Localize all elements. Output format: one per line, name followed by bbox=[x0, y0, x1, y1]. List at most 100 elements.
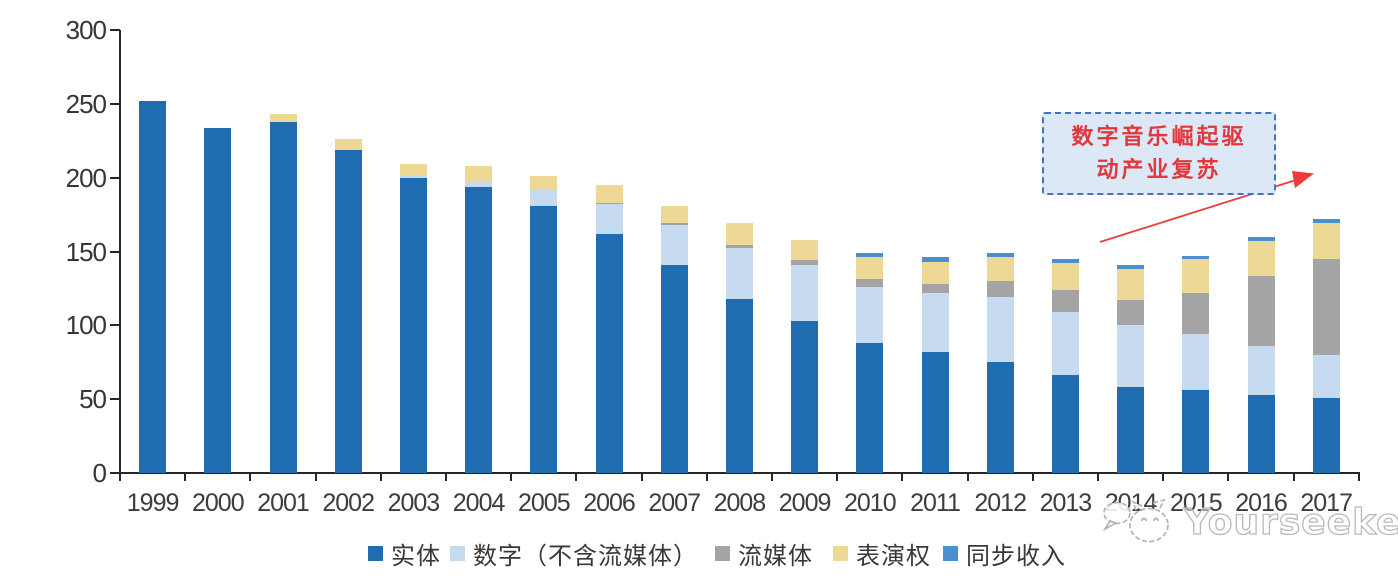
legend: 实体 数字（不含流媒体） 流媒体 表演权 同步收入 bbox=[0, 537, 1398, 573]
y-tick-label-250: 250 bbox=[65, 88, 107, 119]
bar-segment-2015-数字（不含流媒体） bbox=[1182, 334, 1210, 391]
x-tick-mark bbox=[575, 472, 578, 481]
bar-segment-2017-实体 bbox=[1312, 397, 1340, 473]
bar-segment-2017-流媒体 bbox=[1312, 258, 1340, 355]
bar-segment-2015-实体 bbox=[1182, 390, 1210, 473]
bar-segment-2010-数字（不含流媒体） bbox=[856, 286, 884, 343]
bar-segment-2011-数字（不含流媒体） bbox=[921, 292, 949, 352]
bar-segment-2013-流媒体 bbox=[1051, 289, 1079, 312]
bar-segment-1999-实体 bbox=[139, 100, 167, 473]
x-tick-label-2016: 2016 bbox=[1235, 489, 1288, 517]
bar-segment-2013-表演权 bbox=[1051, 263, 1079, 290]
bar-segment-2004-实体 bbox=[465, 186, 493, 473]
legend-swatch-icon bbox=[368, 545, 383, 561]
y-tick-mark bbox=[110, 102, 120, 105]
y-tick-mark bbox=[110, 324, 120, 327]
x-tick-mark bbox=[1357, 472, 1360, 481]
x-tick-label-2004: 2004 bbox=[452, 489, 506, 517]
bar-segment-2015-流媒体 bbox=[1182, 292, 1210, 335]
x-tick-label-2013: 2013 bbox=[1039, 489, 1093, 517]
x-tick-mark bbox=[901, 472, 904, 481]
yourseeker-logo-icon bbox=[1102, 498, 1169, 543]
bar-2014 bbox=[1117, 264, 1145, 473]
legend-swatch-icon bbox=[450, 545, 465, 561]
legend-label: 同步收入 bbox=[966, 541, 1066, 570]
bar-segment-2005-实体 bbox=[530, 205, 558, 473]
bar-segment-2006-实体 bbox=[595, 233, 623, 473]
bar-2004 bbox=[465, 165, 493, 473]
bar-2011 bbox=[921, 257, 949, 473]
bar-segment-2010-实体 bbox=[856, 342, 884, 473]
bar-segment-2011-流媒体 bbox=[921, 283, 949, 293]
bar-segment-2007-数字（不含流媒体） bbox=[660, 224, 688, 265]
bar-2007 bbox=[660, 205, 688, 473]
bar-segment-2008-流媒体 bbox=[725, 245, 753, 249]
y-tick-label-150: 150 bbox=[65, 236, 107, 267]
bar-segment-2010-流媒体 bbox=[856, 279, 884, 287]
x-tick-mark bbox=[249, 472, 252, 481]
bar-segment-2010-表演权 bbox=[856, 257, 884, 280]
x-tick-label-2009: 2009 bbox=[778, 489, 832, 517]
bar-segment-2010-同步收入 bbox=[856, 253, 884, 258]
bar-segment-2000-实体 bbox=[204, 127, 232, 473]
legend-item-数字（不含流媒体）: 数字（不含流媒体） bbox=[450, 537, 698, 570]
x-tick-label-2012: 2012 bbox=[974, 489, 1027, 517]
bar-segment-2007-流媒体 bbox=[660, 223, 688, 225]
x-tick-label-2017: 2017 bbox=[1300, 489, 1353, 517]
x-tick-label-2011: 2011 bbox=[910, 489, 961, 517]
bar-segment-2016-流媒体 bbox=[1247, 276, 1275, 346]
x-tick-mark bbox=[771, 472, 773, 481]
bar-segment-2004-表演权 bbox=[465, 165, 493, 181]
bar-segment-2013-同步收入 bbox=[1051, 258, 1079, 264]
watermark: Yourseeker bbox=[1100, 496, 1398, 548]
y-tick-label-300: 300 bbox=[65, 15, 107, 45]
bar-2006 bbox=[595, 185, 623, 473]
bar-segment-2011-同步收入 bbox=[921, 257, 949, 262]
x-tick-label-2015: 2015 bbox=[1169, 489, 1223, 517]
x-tick-label-2001: 2001 bbox=[257, 489, 310, 517]
annotation-text-line2: 动产业复苏 bbox=[1096, 156, 1222, 183]
bar-segment-2014-表演权 bbox=[1117, 269, 1145, 301]
bar-2005 bbox=[530, 176, 558, 473]
bar-segment-2008-数字（不含流媒体） bbox=[725, 248, 753, 299]
y-axis-line bbox=[119, 30, 121, 474]
y-tick-mark bbox=[110, 398, 120, 401]
y-tick-label-100: 100 bbox=[65, 310, 107, 341]
y-tick-label-50: 50 bbox=[79, 384, 107, 415]
bar-segment-2012-实体 bbox=[986, 362, 1014, 473]
bar-segment-2008-表演权 bbox=[725, 223, 753, 246]
bar-segment-2007-表演权 bbox=[660, 205, 688, 224]
bar-segment-2001-表演权 bbox=[269, 114, 297, 122]
bar-segment-2009-表演权 bbox=[791, 239, 819, 261]
bar-2009 bbox=[791, 239, 819, 473]
watermark-text: Yourseeker bbox=[1183, 501, 1398, 543]
x-tick-mark bbox=[445, 472, 447, 481]
bar-segment-2002-表演权 bbox=[334, 139, 362, 150]
bar-segment-2001-实体 bbox=[269, 121, 297, 473]
y-tick-label-0: 0 bbox=[92, 458, 107, 488]
y-tick-mark bbox=[110, 29, 120, 31]
y-tick-label-200: 200 bbox=[65, 162, 107, 193]
legend-swatch-icon bbox=[715, 545, 730, 561]
bar-segment-2011-表演权 bbox=[921, 261, 949, 284]
bar-2000 bbox=[204, 127, 232, 473]
bar-segment-2007-实体 bbox=[660, 264, 688, 473]
legend-swatch-icon bbox=[943, 545, 958, 561]
x-tick-label-1999: 1999 bbox=[126, 489, 180, 517]
bar-segment-2003-数字（不含流媒体） bbox=[399, 176, 427, 178]
legend-label: 表演权 bbox=[856, 541, 931, 570]
x-tick-mark bbox=[705, 472, 708, 481]
x-tick-label-2003: 2003 bbox=[387, 489, 441, 517]
legend-item-实体: 实体 bbox=[368, 537, 441, 570]
bar-segment-2017-数字（不含流媒体） bbox=[1312, 354, 1340, 398]
legend-label: 流媒体 bbox=[738, 541, 813, 570]
x-tick-mark bbox=[1097, 472, 1099, 481]
bar-2013 bbox=[1051, 258, 1079, 473]
x-tick-mark bbox=[1292, 472, 1295, 481]
bar-segment-2005-表演权 bbox=[530, 176, 558, 190]
bar-2012 bbox=[986, 253, 1014, 473]
x-tick-label-2008: 2008 bbox=[713, 489, 767, 517]
bar-segment-2014-实体 bbox=[1117, 387, 1145, 473]
bar-segment-2016-表演权 bbox=[1247, 241, 1275, 277]
bar-segment-2014-数字（不含流媒体） bbox=[1117, 325, 1145, 388]
